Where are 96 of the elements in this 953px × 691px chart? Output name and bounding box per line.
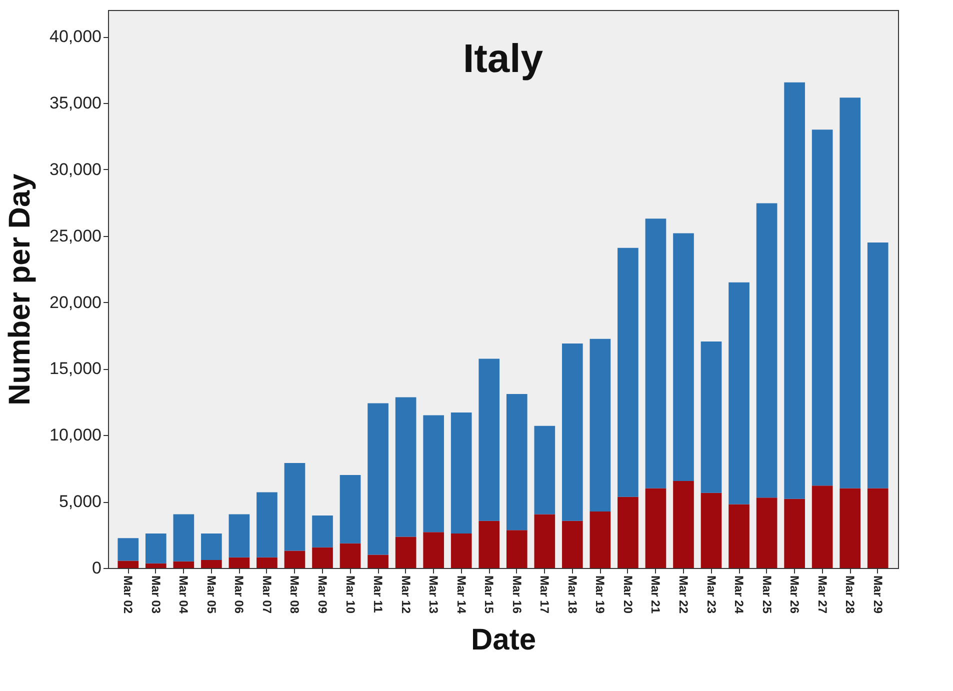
bar (145, 563, 166, 568)
y-tick-label: 40,000 (50, 27, 102, 46)
bar (867, 242, 888, 488)
x-tick-label: Mar 16 (510, 576, 524, 614)
x-tick-label: Mar 21 (648, 576, 663, 614)
bar (700, 341, 722, 493)
bar (590, 338, 611, 512)
bar (812, 486, 833, 568)
y-axis-title: Number per Day (4, 173, 37, 406)
x-tick-label: Mar 11 (371, 576, 386, 614)
y-tick-label: 10,000 (50, 426, 102, 445)
bar (728, 504, 750, 568)
bar (284, 463, 306, 551)
x-tick-label: Mar 27 (815, 576, 830, 614)
bar (312, 547, 333, 568)
x-tick-label: Mar 20 (620, 576, 635, 614)
x-tick-label: Mar 13 (426, 576, 441, 614)
bar (618, 248, 638, 497)
bar (368, 403, 388, 555)
bar (478, 520, 500, 568)
x-tick-label: Mar 05 (204, 576, 218, 614)
bar (534, 426, 556, 514)
bar (645, 488, 666, 568)
bar (812, 130, 833, 486)
x-tick-label: Mar 26 (788, 576, 802, 614)
bar (450, 412, 472, 534)
bar (173, 514, 194, 562)
bar (423, 532, 444, 568)
bar (340, 543, 361, 568)
x-axis-title: Date (470, 624, 536, 657)
bar (756, 203, 778, 498)
x-tick-label: Mar 10 (343, 576, 358, 614)
x-tick-label: Mar 24 (732, 576, 746, 614)
bar (395, 397, 416, 537)
x-tick-label: Mar 03 (148, 576, 163, 614)
bar (173, 561, 194, 568)
bar (700, 492, 722, 568)
bar (506, 394, 528, 530)
x-tick-label: Mar 02 (121, 576, 136, 614)
bar (728, 282, 750, 504)
x-tick-label: Mar 04 (176, 576, 191, 614)
bar (506, 530, 528, 568)
bar (618, 496, 638, 568)
bar (312, 516, 333, 548)
y-tick-label: 25,000 (50, 226, 102, 246)
bar (562, 520, 583, 568)
x-tick-label: Mar 23 (704, 576, 718, 614)
x-tick-label: Mar 25 (760, 576, 774, 614)
x-tick-label: Mar 15 (482, 576, 496, 614)
bar (756, 498, 778, 568)
x-tick-label: Mar 18 (565, 576, 580, 614)
x-tick-label: Mar 19 (593, 576, 608, 614)
bar (534, 514, 556, 568)
x-tick-label: Mar 07 (260, 576, 274, 614)
bar (423, 415, 444, 532)
bar (395, 536, 416, 568)
x-tick-label: Mar 22 (676, 576, 690, 614)
x-tick-label: Mar 28 (843, 576, 858, 614)
bar (450, 533, 472, 568)
x-tick-label: Mar 12 (398, 576, 413, 614)
x-tick-label: Mar 08 (288, 576, 302, 614)
bar (645, 218, 666, 488)
bar (867, 488, 888, 568)
bar (201, 533, 222, 560)
bar (118, 538, 139, 561)
x-tick-label: Mar 06 (232, 576, 246, 614)
x-tick-label: Mar 29 (870, 576, 885, 614)
x-tick-label: Mar 09 (316, 576, 330, 614)
bar (340, 475, 361, 544)
bar (228, 557, 250, 568)
bar (784, 82, 805, 499)
bar (284, 550, 306, 568)
bar (368, 554, 388, 568)
x-tick-label: Mar 14 (454, 576, 468, 614)
bar (256, 557, 278, 568)
bar (256, 492, 278, 558)
bar (840, 98, 861, 488)
bar (673, 233, 694, 481)
bar (478, 358, 500, 521)
bar (590, 512, 611, 568)
x-tick-label: Mar 17 (538, 576, 552, 614)
bar (228, 514, 250, 558)
y-tick-label: 30,000 (50, 160, 102, 179)
bar (118, 560, 139, 568)
y-tick-label: 5,000 (58, 492, 102, 512)
bar (840, 488, 861, 568)
bar (201, 560, 222, 568)
y-tick-label: 0 (92, 558, 102, 578)
y-tick-label: 35,000 (50, 94, 102, 112)
text: Italy (462, 37, 544, 81)
bar (784, 498, 805, 568)
bar (145, 533, 166, 564)
bar (562, 343, 583, 521)
y-tick-label: 15,000 (50, 359, 102, 378)
y-tick-label: 20,000 (50, 292, 102, 312)
bar (673, 480, 694, 568)
